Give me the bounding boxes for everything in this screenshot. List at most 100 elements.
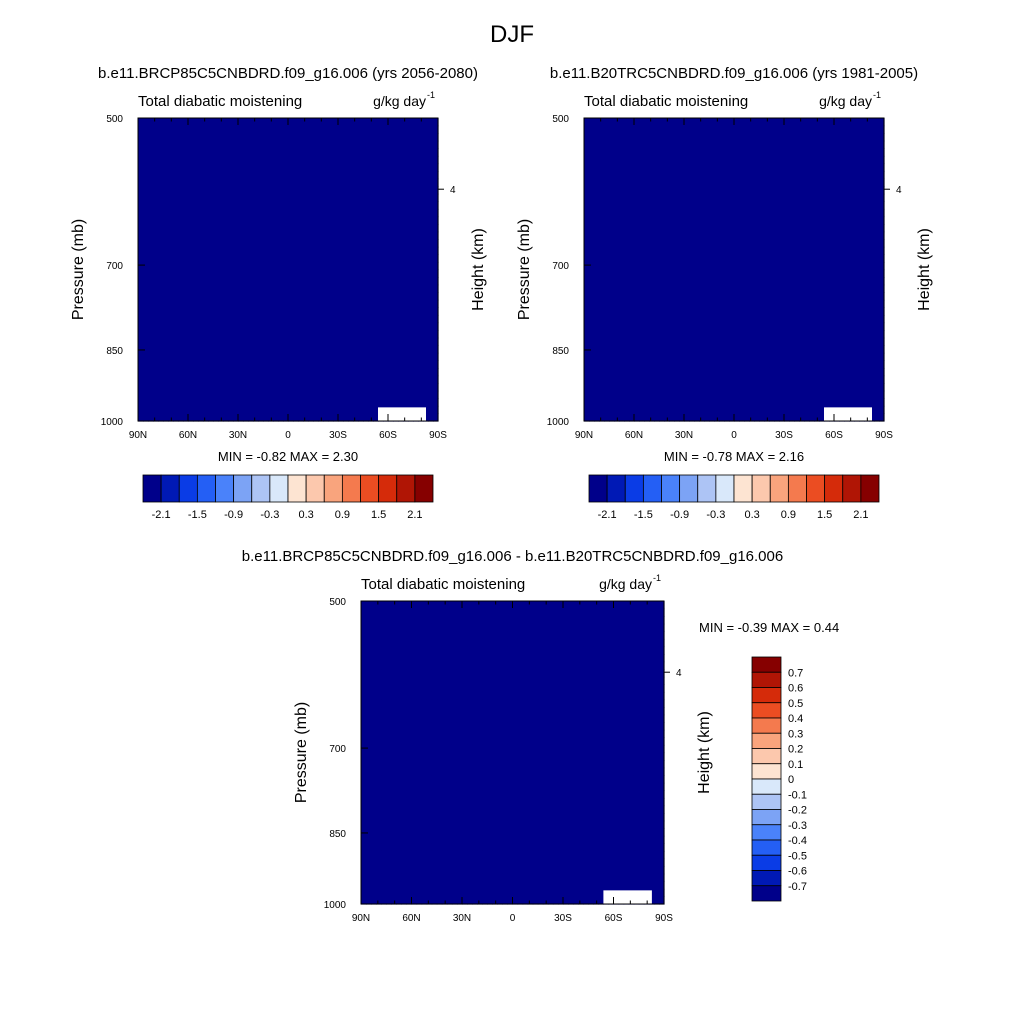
field-cell [864,367,870,377]
field-cell [198,148,204,157]
field-cell [158,133,164,142]
field-cell [879,208,885,218]
field-cell [729,140,735,149]
field-cell [814,186,820,195]
field-cell [358,352,364,362]
field-cell [348,398,354,407]
field-cell [223,163,229,172]
field-cell [413,125,419,134]
field-cell [258,330,264,339]
field-cell [218,171,224,180]
field-cell [649,186,655,195]
field-cell [348,277,354,286]
field-cell [213,125,219,134]
field-cell [233,284,239,293]
field-cell [629,163,635,172]
field-cell [318,125,324,134]
field-cell [619,208,625,218]
field-cell [759,383,765,392]
field-cell [784,155,790,165]
field-cell [839,299,845,308]
field-cell [403,314,409,324]
field-cell [879,405,885,415]
field-cell [864,239,870,248]
field-cell [263,413,269,422]
field-cell [639,330,645,339]
field-cell [709,224,715,233]
field-cell [358,118,364,127]
field-cell [388,171,394,180]
field-cell [799,254,805,263]
field-cell [694,345,700,354]
field-cell [333,413,339,422]
field-cell [293,254,299,263]
field-cell [233,269,239,278]
field-cell [423,284,429,293]
field-cell [629,367,635,377]
field-cell [699,201,705,210]
field-cell [719,239,725,248]
field-cell [679,383,685,392]
field-cell [874,178,880,187]
field-cell [814,299,820,308]
field-cell [744,330,750,339]
field-cell [684,163,690,172]
field-cell [659,307,665,316]
field-cell [293,277,299,286]
field-cell [243,239,249,248]
field-cell [393,216,399,225]
field-cell [754,133,760,142]
field-cell [829,193,835,202]
field-cell [844,186,850,195]
field-cell [699,163,705,172]
field-cell [158,261,164,271]
field-cell [844,140,850,149]
field-cell [584,125,590,134]
field-cell [619,277,625,286]
field-cell [879,322,885,331]
right-tick-label: 4 [896,185,902,196]
field-cell [223,261,229,271]
field-cell [338,375,344,384]
field-cell [669,231,675,240]
field-cell [263,390,269,399]
field-cell [408,345,414,354]
field-cell [358,405,364,415]
field-cell [684,224,690,233]
field-cell [874,216,880,225]
colorbar-box [414,474,434,503]
field-cell [629,171,635,180]
field-cell [659,292,665,301]
field-cell [839,148,845,157]
field-cell [594,314,600,324]
field-cell [709,125,715,134]
field-cell [589,352,595,362]
field-cell [839,254,845,263]
field-cell [188,322,194,331]
field-cell [383,201,389,210]
field-cell [298,246,304,255]
field-cell [864,186,870,195]
field-cell [243,254,249,263]
field-cell [599,345,605,354]
field-cell [203,155,209,165]
field-cell [173,390,179,399]
field-cell [679,352,685,362]
field-cell [233,231,239,240]
field-cell [664,224,670,233]
field-cell [849,299,855,308]
field-cell [193,254,199,263]
field-cell [258,292,264,301]
colorbar-label: -0.9 [224,509,243,521]
field-cell [293,383,299,392]
field-cell [679,254,685,263]
field-cell [298,345,304,354]
field-cell [183,216,189,225]
field-cell [408,322,414,331]
field-cell [213,337,219,346]
field-cell [318,352,324,362]
field-cell [363,216,369,225]
field-cell [844,224,850,233]
field-cell [634,216,640,225]
field-cell [794,299,800,308]
